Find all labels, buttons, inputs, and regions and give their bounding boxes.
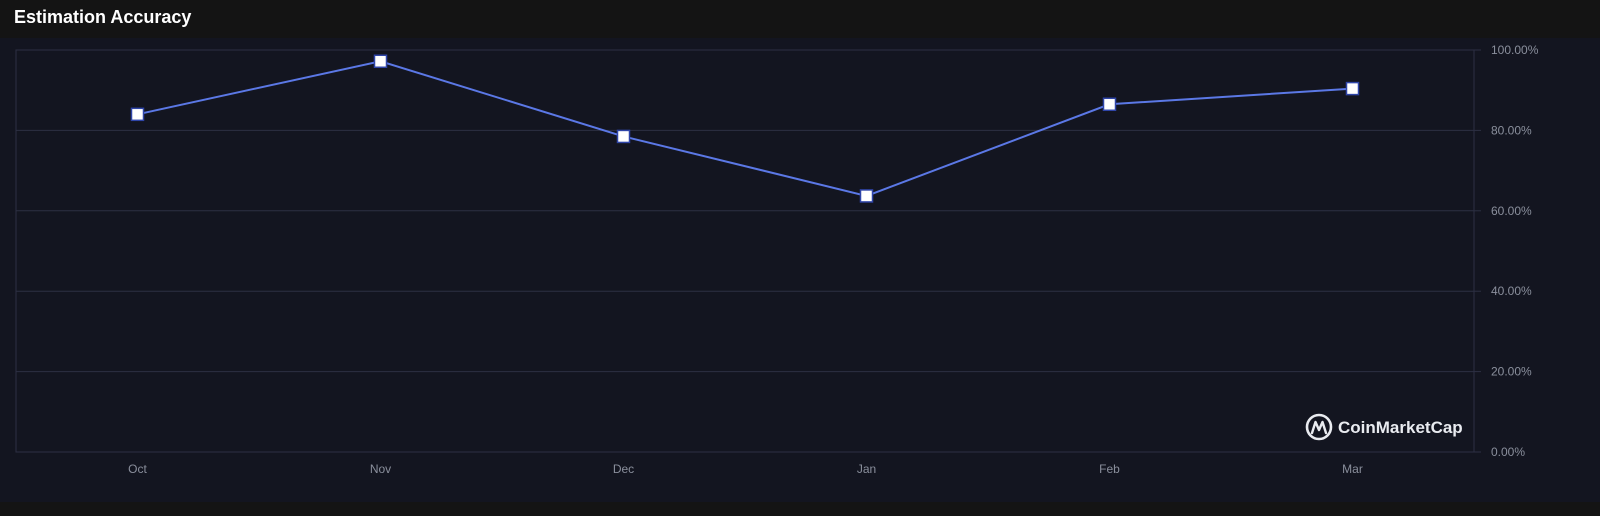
- grid-layer: [15, 49, 1481, 453]
- y-tick-label: 80.00%: [1491, 123, 1532, 137]
- watermark-text: CoinMarketCap: [1338, 418, 1463, 437]
- y-axis-ticks: 0.00% 20.00% 40.00% 60.00% 80.00% 100.00%: [1491, 43, 1539, 459]
- data-point-nov[interactable]: [373, 54, 388, 69]
- y-tick-label: 20.00%: [1491, 365, 1532, 379]
- chart-panel: [0, 38, 1600, 502]
- x-axis-ticks: Oct Nov Dec Jan Feb Mar: [128, 462, 1363, 476]
- data-point-oct[interactable]: [130, 107, 145, 122]
- y-tick-label: 100.00%: [1491, 43, 1539, 57]
- y-tick-label: 60.00%: [1491, 204, 1532, 218]
- data-point-feb[interactable]: [1102, 97, 1117, 112]
- x-tick-label: Mar: [1342, 462, 1363, 476]
- data-point-dec[interactable]: [616, 129, 631, 144]
- x-tick-label: Jan: [857, 462, 876, 476]
- marker-layer: [130, 54, 1360, 203]
- coinmarketcap-logo-icon: [1305, 413, 1333, 441]
- x-tick-label: Oct: [128, 462, 147, 476]
- data-point-jan[interactable]: [859, 189, 874, 203]
- y-tick-label: 40.00%: [1491, 284, 1532, 298]
- plot-area-border: [15, 49, 1475, 453]
- data-point-mar[interactable]: [1345, 81, 1360, 96]
- series-line: [137, 60, 1353, 197]
- x-tick-label: Dec: [613, 462, 634, 476]
- y-tick-label: 0.00%: [1491, 445, 1525, 459]
- x-tick-label: Feb: [1099, 462, 1120, 476]
- series-layer: [137, 60, 1353, 197]
- page-title: Estimation Accuracy: [14, 7, 192, 27]
- coinmarketcap-watermark: CoinMarketCap: [1305, 413, 1463, 441]
- x-tick-label: Nov: [370, 462, 391, 476]
